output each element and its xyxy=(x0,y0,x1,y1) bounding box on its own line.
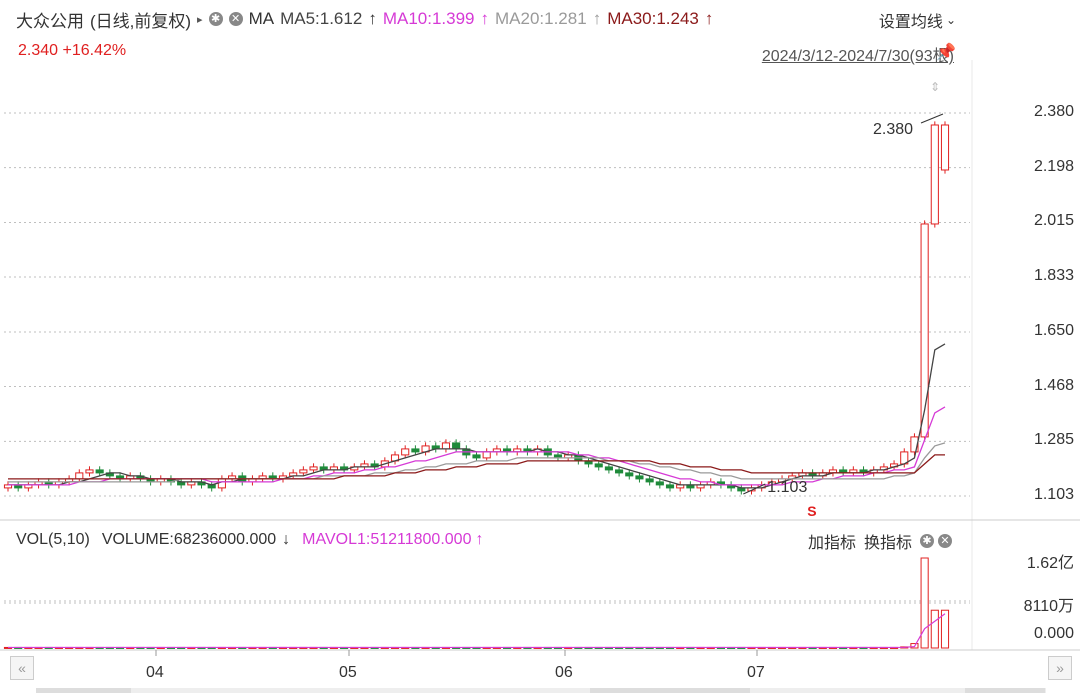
candle-down xyxy=(594,463,603,468)
candle-up xyxy=(401,448,410,456)
stock-title[interactable]: 大众公用 xyxy=(16,11,84,31)
scroll-thumb-1[interactable] xyxy=(36,688,131,693)
candle-up xyxy=(441,442,451,450)
ma-lines xyxy=(8,343,946,489)
pin-icon[interactable]: 📌 xyxy=(936,44,956,61)
mavol1-up-arrow-icon: ↑ xyxy=(475,531,484,548)
volume-tools: 加指标 换指标 ✱ ✕ xyxy=(808,529,956,553)
candle-down xyxy=(645,478,654,483)
candle-up xyxy=(930,124,939,225)
volume-tick-label: 1.62亿 xyxy=(1026,555,1074,572)
volume-header: VOL(5,10) VOLUME:68236000.000 ↓ MAVOL1:5… xyxy=(16,529,495,551)
ma5-value: MA5:1.612 xyxy=(280,9,363,28)
y-tick-label: 1.468 xyxy=(1033,376,1074,394)
candle-up xyxy=(482,451,491,459)
ma-header: 大众公用 (日线,前复权) ▸ ✱ ✕ MA MA5:1.612 ↑ MA10:1… xyxy=(16,6,719,32)
candles xyxy=(3,121,950,495)
candle-down xyxy=(411,448,420,453)
volume-value: VOLUME:68236000.000 xyxy=(101,531,277,548)
candle-down xyxy=(95,469,104,474)
scroll-thumb-3[interactable] xyxy=(965,688,1045,693)
candle-up xyxy=(85,469,94,474)
ma30-line xyxy=(8,454,945,480)
x-tick-label: 04 xyxy=(146,664,164,681)
candle-down xyxy=(625,472,634,477)
candle-up xyxy=(75,472,84,480)
candle-down xyxy=(472,454,481,459)
candle-up xyxy=(217,478,226,489)
high-arrow xyxy=(920,113,944,124)
add-indicator-button[interactable]: 加指标 xyxy=(807,535,856,552)
ma30-up-arrow-icon: ↑ xyxy=(704,9,714,28)
candle-down xyxy=(604,466,613,471)
candle-up xyxy=(910,436,919,453)
ma5-up-arrow-icon: ↑ xyxy=(368,9,377,28)
date-range[interactable]: 2024/3/12-2024/7/30(93根) xyxy=(761,48,954,65)
scroll-thumb-2[interactable] xyxy=(590,688,750,693)
ma10-up-arrow-icon: ↑ xyxy=(480,9,490,28)
y-tick-label: 1.285 xyxy=(1033,431,1074,449)
volume-tick-label: 8110万 xyxy=(1023,598,1074,615)
y-tick-label: 2.198 xyxy=(1033,157,1074,175)
close-icon[interactable]: ✕ xyxy=(938,534,952,548)
ma20-line xyxy=(8,442,946,483)
candle-down xyxy=(452,442,461,450)
price-change: 2.340 +16.42% xyxy=(18,42,127,59)
ma20-up-arrow-icon: ↑ xyxy=(592,9,602,28)
x-tick-label: 06 xyxy=(555,664,573,681)
volume-bars xyxy=(3,557,970,649)
expand-arrows-icon[interactable]: ⇕ xyxy=(930,80,941,94)
y-tick-label: 1.103 xyxy=(1033,486,1074,503)
candle-up xyxy=(940,124,950,171)
scroll-track[interactable] xyxy=(36,688,1046,693)
set-ma-button[interactable]: 设置均线 ⌄ xyxy=(879,8,956,32)
scroll-left-button[interactable]: « xyxy=(10,656,34,680)
ma-label: MA xyxy=(248,9,275,28)
close-icon[interactable]: ✕ xyxy=(228,12,243,26)
ma10-value: MA10:1.399 xyxy=(382,9,475,28)
candle-down xyxy=(655,481,664,486)
vol-label: VOL(5,10) xyxy=(16,531,90,548)
scroll-right-button[interactable]: » xyxy=(1048,656,1072,680)
x-tick-label: 05 xyxy=(339,664,357,681)
low-arrow xyxy=(743,483,766,495)
volume-bar xyxy=(940,609,950,649)
candle-down xyxy=(615,469,624,474)
x-tick-label: 07 xyxy=(747,664,765,681)
mavol-line xyxy=(8,613,946,649)
candle-up xyxy=(920,223,929,438)
candle-up xyxy=(299,469,308,474)
y-tick-label: 1.833 xyxy=(1033,267,1074,285)
gear-icon[interactable]: ✱ xyxy=(920,534,934,548)
down-arrow-icon: ↓ xyxy=(282,531,291,548)
volume-tick-label: 0.000 xyxy=(1033,625,1074,642)
gear-icon[interactable]: ✱ xyxy=(208,12,223,26)
ma30-value: MA30:1.243 xyxy=(607,9,699,28)
y-tick-label: 2.380 xyxy=(1033,103,1074,120)
volume-bar xyxy=(920,557,929,649)
candle-down xyxy=(635,475,644,480)
low-label: 1.103 xyxy=(767,479,807,496)
grid-lines xyxy=(0,60,1080,656)
candle-down xyxy=(665,484,675,489)
play-icon[interactable]: ▸ xyxy=(197,13,203,26)
mavol1-value: MAVOL1:51211800.000 xyxy=(302,531,472,548)
candle-up xyxy=(309,466,318,471)
volume-bar xyxy=(930,609,939,649)
chart-mode[interactable]: (日线,前复权) xyxy=(90,11,192,31)
chevron-down-icon: ⌄ xyxy=(945,13,956,27)
ma20-value: MA20:1.281 xyxy=(495,9,587,28)
signal-s-marker: S xyxy=(807,503,816,519)
y-tick-label: 2.015 xyxy=(1033,212,1074,230)
y-tick-label: 1.650 xyxy=(1033,321,1074,339)
switch-indicator-button[interactable]: 换指标 xyxy=(863,535,912,552)
high-label: 2.380 xyxy=(873,121,913,138)
set-ma-label: 设置均线 xyxy=(878,14,943,31)
